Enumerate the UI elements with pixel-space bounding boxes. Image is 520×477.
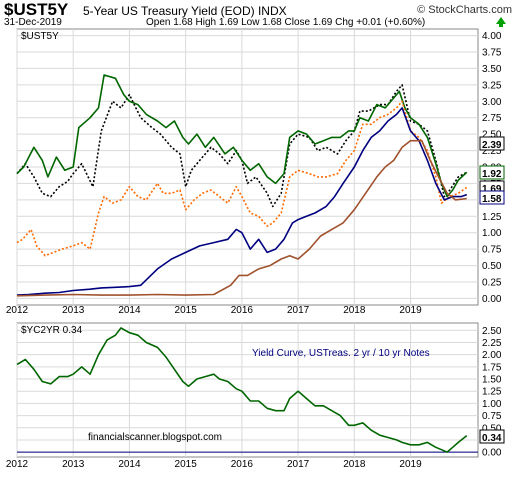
x-tick-label: 2018	[343, 459, 366, 470]
up-arrow-icon	[496, 17, 506, 27]
x-tick-label: 2014	[118, 459, 141, 470]
brand-credit: © StockCharts.com	[417, 4, 512, 16]
y-tick-label: 2.50	[482, 130, 502, 141]
last-value-label: 1.69	[482, 184, 502, 195]
y-tick-label: 0.75	[482, 245, 502, 256]
x-tick-label: 2014	[118, 305, 141, 316]
series-line-2	[16, 74, 468, 198]
instrument-name: 5-Year US Treasury Yield (EOD) INDX	[83, 4, 287, 18]
chg-label: Chg	[335, 17, 354, 28]
series-line-4	[16, 107, 468, 296]
x-tick-label: 2013	[62, 305, 85, 316]
open-label: Open	[146, 17, 171, 28]
high-label: High	[195, 17, 217, 28]
y-tick-label: 0.75	[482, 411, 502, 422]
y-tick-label: 2.25	[482, 338, 502, 349]
last-value-label: 1.58	[482, 194, 502, 205]
plot-area	[16, 322, 479, 458]
y-tick-label: 0.50	[482, 423, 502, 434]
y-tick-label: 2.00	[482, 350, 502, 361]
y-tick-label: 3.25	[482, 80, 502, 91]
y-tick-label: 2.50	[482, 326, 502, 337]
y-tick-label: 0.25	[482, 278, 502, 289]
symbol-title: $UST5Y	[4, 0, 69, 19]
x-tick-label: 2017	[287, 459, 310, 470]
close-value: 1.69	[312, 17, 333, 28]
series-line-3	[16, 100, 468, 257]
y-tick-label: 3.50	[482, 64, 502, 75]
series-line-1	[16, 84, 468, 208]
panel-2: 0.000.250.500.751.001.251.501.752.002.25…	[6, 322, 505, 470]
panel-title: $YC2YR 0.34	[21, 325, 83, 336]
close-label: Close	[284, 17, 311, 28]
y-tick-label: 0.00	[482, 448, 502, 459]
high-value: 1.69	[218, 17, 239, 28]
low-label: Low	[241, 17, 260, 28]
x-tick-label: 2012	[6, 459, 29, 470]
y-tick-label: 1.00	[482, 228, 502, 239]
panel-annotation: Yield Curve, USTreas. 2 yr / 10 yr Notes	[252, 348, 430, 359]
y-tick-label: 1.25	[482, 387, 502, 398]
low-value: 1.68	[262, 17, 282, 28]
y-tick-label: 3.00	[482, 97, 502, 108]
x-tick-label: 2018	[343, 305, 366, 316]
last-value-badge	[479, 190, 505, 205]
y-tick-label: 3.75	[482, 48, 502, 59]
ohlc-readout: Open 1.68 High 1.69 Low 1.68 Close 1.69 …	[146, 17, 425, 28]
x-tick-label: 2017	[287, 305, 310, 316]
panel-1: 0.000.250.500.751.001.251.501.752.002.25…	[6, 28, 505, 316]
x-tick-label: 2019	[399, 459, 422, 470]
chart-date: 31-Dec-2019	[4, 17, 62, 28]
x-tick-label: 2016	[231, 459, 254, 470]
last-value-label: 2.39	[482, 140, 502, 151]
last-value-label: 0.34	[482, 433, 502, 444]
watermark-text: financialscanner.blogspot.com	[88, 432, 222, 443]
last-value-badge	[479, 165, 505, 180]
last-value-label: 1.92	[482, 169, 502, 180]
y-tick-label: 4.00	[482, 31, 502, 42]
open-value: 1.68	[173, 17, 193, 28]
x-tick-label: 2013	[62, 459, 85, 470]
series-line-1	[16, 327, 468, 453]
y-tick-label: 0.50	[482, 261, 502, 272]
last-value-badge	[479, 136, 505, 151]
series-line-5	[16, 139, 467, 297]
x-tick-label: 2015	[175, 459, 198, 470]
x-tick-label: 2015	[175, 305, 198, 316]
y-tick-label: 1.50	[482, 375, 502, 386]
x-tick-label: 2016	[231, 305, 254, 316]
y-tick-label: 0.00	[482, 294, 502, 305]
last-value-badge	[479, 429, 505, 444]
chg-value: +0.01 (+0.60%)	[356, 17, 426, 28]
panel-title: $UST5Y	[21, 31, 59, 42]
y-tick-label: 1.75	[482, 362, 502, 373]
y-tick-label: 1.25	[482, 212, 502, 223]
x-tick-label: 2012	[6, 305, 29, 316]
y-tick-label: 2.25	[482, 146, 502, 157]
y-tick-label: 2.75	[482, 113, 502, 124]
x-tick-label: 2019	[399, 305, 422, 316]
y-tick-label: 1.00	[482, 399, 502, 410]
